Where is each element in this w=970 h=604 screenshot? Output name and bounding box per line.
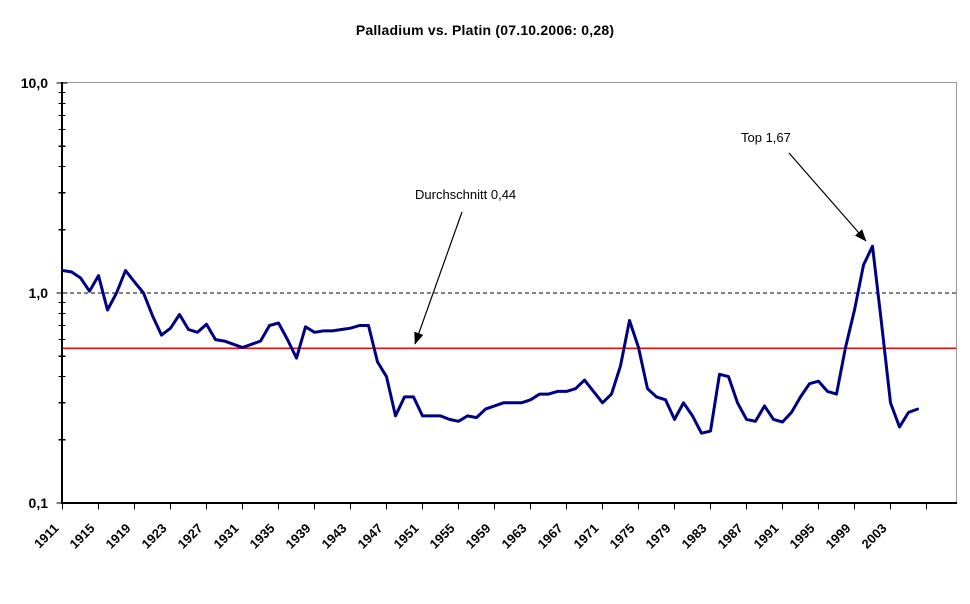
ratio-line	[61, 244, 919, 435]
x-tick-label: 1963	[499, 521, 530, 552]
y-axis-label-0-1: 0,1	[28, 495, 48, 511]
annotation-top-label: Top 1,67	[741, 130, 791, 145]
x-tick-label: 1995	[787, 521, 818, 552]
x-tick-label: 1939	[283, 521, 314, 552]
x-tick-label: 1967	[535, 521, 566, 552]
x-tick-label: 1947	[355, 521, 386, 552]
x-tick-label: 1955	[427, 521, 458, 552]
x-tick-label: 1991	[751, 521, 782, 552]
chart-title: Palladium vs. Platin (07.10.2006: 0,28)	[355, 22, 615, 38]
x-tick-label: 1927	[175, 521, 206, 552]
x-tick-label: 1979	[643, 521, 674, 552]
x-tick-label: 1951	[391, 521, 422, 552]
annotation-arrow-top	[788, 152, 867, 242]
x-tick-label: 2003	[859, 521, 890, 552]
x-tick-label: 1999	[823, 521, 854, 552]
x-tick-label: 1923	[139, 521, 170, 552]
x-tick-label: 1959	[463, 521, 494, 552]
annotation-arrow-average	[414, 211, 463, 345]
x-tick-label: 1971	[571, 521, 602, 552]
x-tick-label: 1975	[607, 521, 638, 552]
x-tick-label: 1919	[103, 521, 134, 552]
annotation-average-label: Durchschnitt 0,44	[415, 187, 517, 202]
x-tick-label: 1987	[715, 521, 746, 552]
x-tick-label: 1911	[31, 521, 62, 552]
x-tick-label: 1935	[247, 521, 278, 552]
y-axis-label-1: 1,0	[28, 285, 48, 301]
x-tick-label: 1931	[211, 521, 242, 552]
x-tick-label: 1983	[679, 521, 710, 552]
x-tick-label: 1915	[67, 521, 98, 552]
x-tick-label: 1943	[319, 521, 350, 552]
y-axis-label-10: 10,0	[20, 75, 48, 91]
